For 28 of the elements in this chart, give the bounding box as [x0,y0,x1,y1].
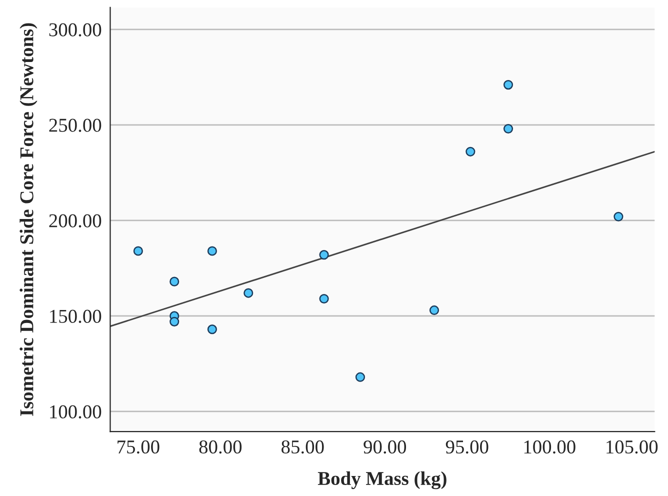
x-axis-title: Body Mass (kg) [318,471,446,490]
y-axis-title: Isometric Dominant Side Core Force (Newtons) [20,23,38,416]
y-tick-label: 100.00 [50,405,102,418]
y-tick-label: 150.00 [50,310,102,323]
y-tick-label: 250.00 [49,118,102,132]
point [133,246,143,256]
x-tick-label: 80.00 [199,440,242,454]
point [429,305,440,316]
y-tick-label: 200.00 [49,214,102,228]
point [170,276,180,286]
x-tick-label: 75.00 [118,440,160,454]
point [355,372,366,382]
point [244,288,254,298]
point [503,80,514,90]
x-tick-label: 85.00 [282,440,324,454]
point [466,146,476,156]
y-tick-label: 300.00 [49,23,102,36]
x-tick-label: 90.00 [364,440,406,454]
point [207,246,217,256]
point [170,316,180,326]
x-tick-label: 105.00 [606,440,658,454]
point [319,250,329,260]
point [207,324,217,334]
point [614,212,624,222]
point [503,124,514,134]
point [319,294,329,304]
x-tick-label: 100.00 [524,440,576,454]
x-tick-label: 95.00 [446,440,488,454]
